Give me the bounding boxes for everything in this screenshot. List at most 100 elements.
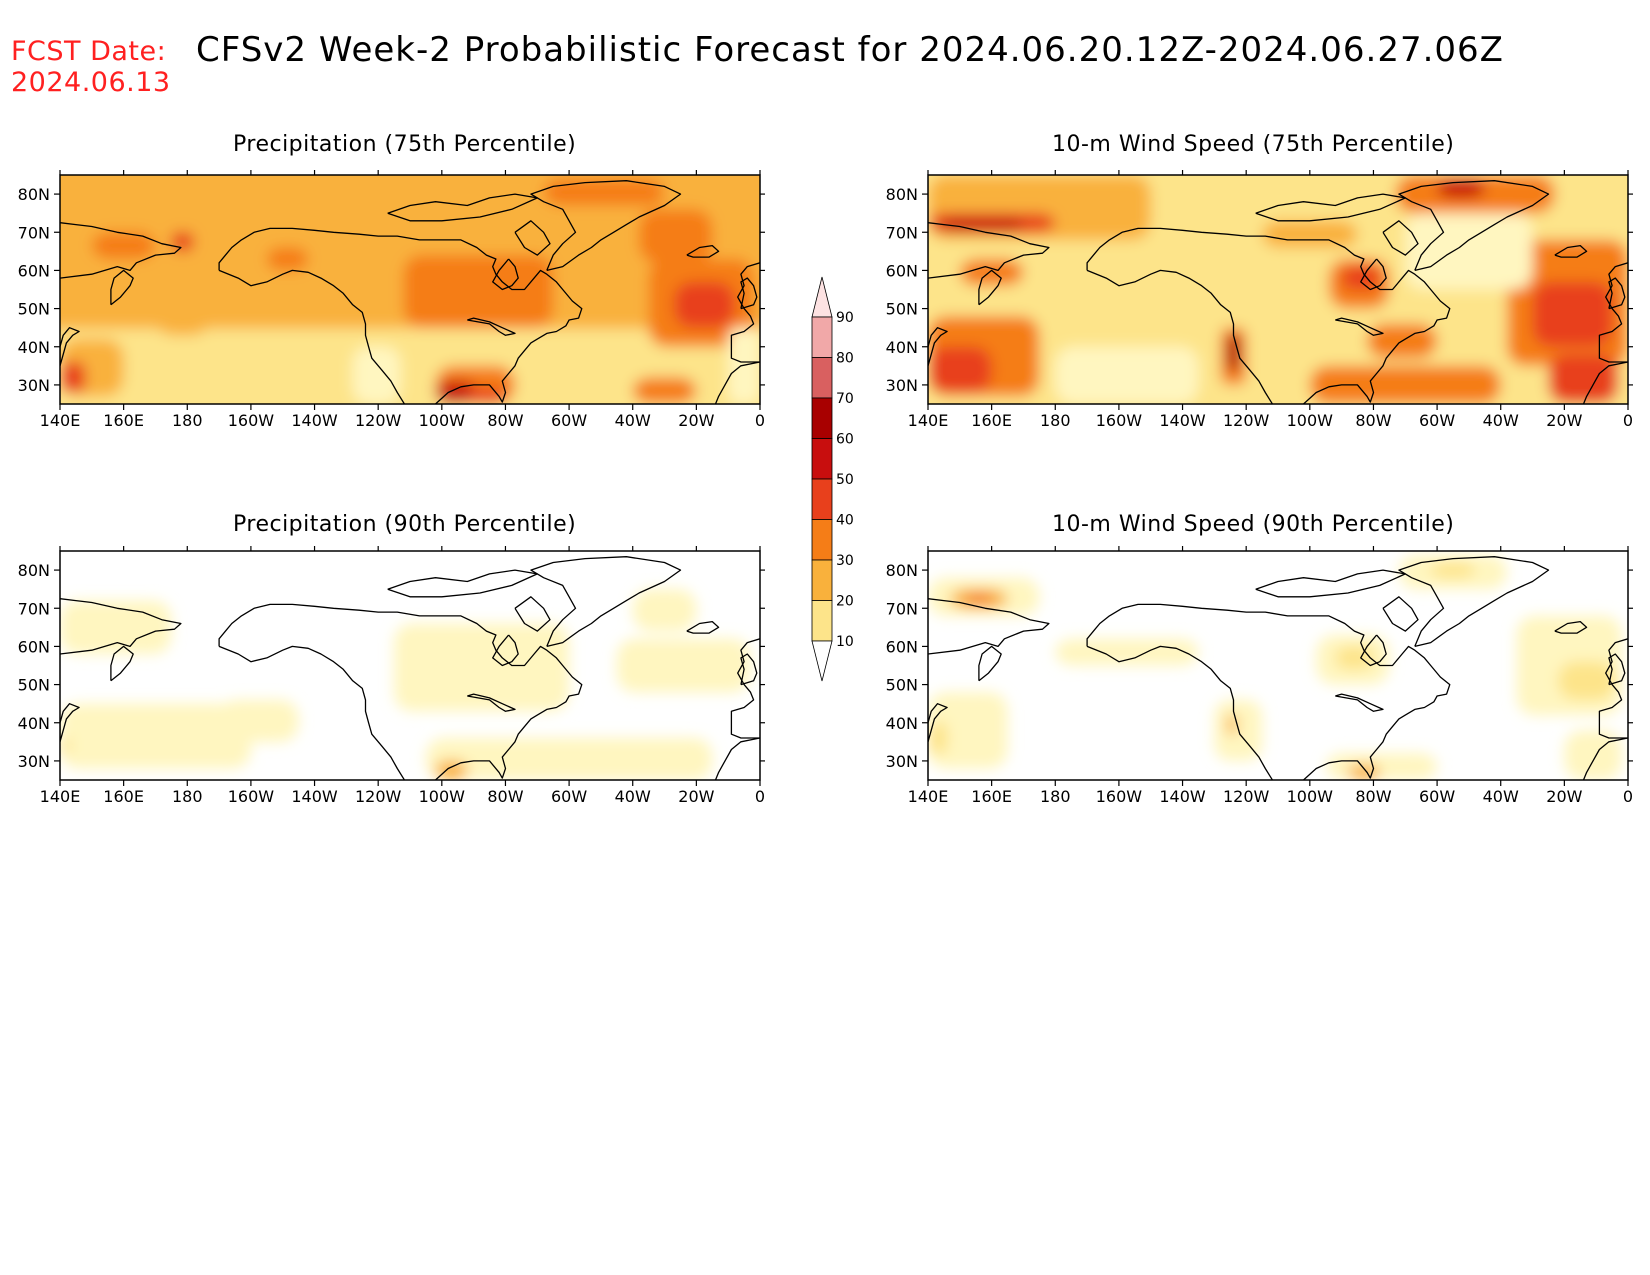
coastline-africa — [714, 361, 760, 404]
coastline-iceland — [686, 620, 720, 634]
probability-region — [728, 327, 760, 404]
probability-region — [1430, 562, 1476, 578]
x-tick-label: 0 — [755, 411, 765, 430]
probability-region — [435, 760, 468, 780]
x-tick-label: 20W — [1546, 787, 1582, 806]
coastline-japan — [928, 327, 948, 366]
map-frame — [59, 174, 761, 405]
x-tick-label: 180 — [172, 411, 203, 430]
map-frame — [927, 174, 1629, 405]
colorbar-label: 30 — [836, 553, 854, 569]
probability-region — [219, 699, 299, 742]
probability-field — [60, 175, 760, 404]
coastline-baffin — [1382, 220, 1419, 256]
y-tick-label: 40N — [18, 714, 50, 733]
coastline-arctic_islands — [387, 193, 538, 222]
coastline-great_lakes — [467, 693, 516, 712]
probability-region — [1558, 661, 1616, 700]
x-tick-label: 60W — [551, 411, 587, 430]
colorbar-legend: 10 20 30 40 50 60 70 80 90 — [811, 276, 854, 682]
y-tick-label: 80N — [18, 185, 50, 204]
fcst-date-caption: FCST Date: — [11, 36, 167, 67]
coastline-kamchatka — [110, 645, 134, 682]
probability-region — [1055, 638, 1199, 666]
x-tick-label: 100W — [1287, 787, 1334, 806]
colorbar-label: 20 — [836, 594, 854, 610]
coastline-baffin — [514, 220, 551, 256]
probability-region — [60, 362, 86, 393]
coastline-asia_east — [928, 598, 1050, 655]
x-tick-label: 60W — [1419, 787, 1455, 806]
coastline-africa — [714, 737, 760, 780]
coastline-great_lakes — [467, 317, 516, 336]
y-tick-label: 30N — [18, 376, 50, 395]
y-tick-label: 60N — [886, 261, 918, 280]
y-tick-label: 70N — [18, 223, 50, 242]
coastline-kamchatka — [110, 269, 134, 306]
coastline-britain — [740, 277, 758, 310]
coastline-north_america — [218, 227, 583, 404]
coastline-britain — [740, 653, 758, 686]
probability-region — [1532, 281, 1613, 347]
coastline-arctic_islands — [387, 569, 538, 598]
colorbar-label: 60 — [836, 432, 854, 448]
probability-region — [91, 232, 156, 259]
y-tick-label: 70N — [886, 599, 918, 618]
map-panel-wind90: 140E 160E 180 160W 140W 120W 100W 80W 60W 40W 20W 0… — [886, 546, 1633, 806]
x-tick-label: 180 — [172, 787, 203, 806]
x-tick-label: 100W — [419, 411, 466, 430]
x-tick-label: 140E — [908, 787, 949, 806]
colorbar-label: 40 — [836, 513, 854, 529]
coastline-europe — [1598, 262, 1628, 363]
probability-region — [639, 209, 713, 263]
probability-region — [60, 738, 70, 754]
fcst-date-value: 2024.06.13 — [11, 67, 171, 98]
probability-region — [352, 346, 401, 404]
x-tick-label: 140W — [291, 787, 338, 806]
map-frame — [59, 550, 761, 781]
probability-region — [928, 722, 948, 754]
y-tick-label: 40N — [886, 338, 918, 357]
coastline-kamchatka — [978, 645, 1002, 682]
x-tick-label: 40W — [615, 787, 651, 806]
colorbar-box — [811, 519, 833, 561]
coastline-great_lakes — [1335, 693, 1384, 712]
coastline-baffin — [514, 596, 551, 632]
colorbar-box — [811, 559, 833, 601]
x-tick-label: 100W — [1287, 411, 1334, 430]
probability-region — [60, 600, 172, 655]
coastline-greenland — [1398, 556, 1550, 648]
coastline-japan — [928, 703, 948, 742]
y-tick-label: 30N — [886, 752, 918, 771]
probability-region — [425, 738, 713, 780]
probability-region — [928, 692, 1008, 769]
y-tick-label: 70N — [886, 223, 918, 242]
x-tick-label: 140W — [1159, 787, 1206, 806]
y-tick-label: 50N — [18, 676, 50, 695]
coastline-kamchatka — [978, 269, 1002, 306]
coastline-greenland — [530, 180, 682, 272]
coastline-britain — [1608, 277, 1626, 310]
x-tick-label: 0 — [1623, 411, 1633, 430]
forecast-date-label: FCST Date: 2024.06.13 — [11, 36, 171, 98]
x-tick-label: 180 — [1040, 411, 1071, 430]
x-tick-label: 140E — [40, 787, 81, 806]
probability-region — [1227, 715, 1237, 735]
x-tick-label: 80W — [1355, 787, 1391, 806]
coastline-europe — [730, 638, 760, 739]
x-tick-label: 40W — [1483, 411, 1519, 430]
x-tick-label: 60W — [551, 787, 587, 806]
x-tick-label: 160W — [228, 411, 275, 430]
y-tick-label: 60N — [18, 261, 50, 280]
x-tick-label: 20W — [1546, 411, 1582, 430]
probability-region — [632, 377, 697, 404]
probability-region — [1348, 764, 1380, 780]
probability-field — [928, 551, 1628, 780]
colorbar-box — [811, 600, 833, 642]
probability-region — [266, 247, 309, 271]
coastline-layer — [928, 180, 1628, 404]
coastline-north_america — [1086, 227, 1451, 404]
x-tick-label: 160W — [1096, 411, 1143, 430]
map-panel-precip75: 140E 160E 180 160W 140W 120W 100W 80W 60W 40W 20W 0… — [18, 170, 765, 430]
